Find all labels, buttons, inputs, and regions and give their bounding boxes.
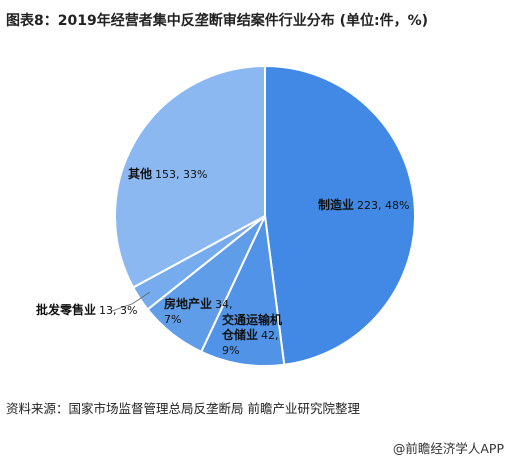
data-label: 房地产业 34, 7% bbox=[164, 297, 234, 327]
pie-slice bbox=[114, 64, 266, 289]
chart-title: 图表8：2019年经营者集中反垄断审结案件行业分布 (单位:件，%) bbox=[6, 13, 429, 29]
category-label: 其他 bbox=[128, 167, 153, 181]
value-label: 42, 9% bbox=[222, 329, 279, 357]
category-label: 制造业 bbox=[318, 198, 355, 212]
category-label: 批发零售业 bbox=[36, 303, 97, 317]
source-note: 资料来源：国家市场监督管理总局反垄断局 前瞻产业研究院整理 bbox=[6, 401, 360, 416]
leader-line bbox=[111, 291, 151, 312]
brand: @前瞻经济学人APP bbox=[392, 441, 504, 456]
value-label: 34, 7% bbox=[164, 298, 233, 326]
data-label: 批发零售业 13, 3% bbox=[36, 303, 156, 318]
pie-slice bbox=[199, 212, 286, 367]
data-label: 其他 153, 33% bbox=[128, 167, 248, 182]
value-label: 223, 48% bbox=[357, 199, 410, 212]
category-label: 房地产业 bbox=[164, 297, 213, 311]
category-label: 交通运输机仓储业 bbox=[222, 313, 283, 342]
data-label: 制造业 223, 48% bbox=[318, 198, 458, 213]
pie-slice bbox=[264, 64, 416, 366]
value-label: 153, 33% bbox=[155, 168, 208, 181]
value-label: 13, 3% bbox=[99, 304, 138, 317]
data-label: 交通运输机仓储业 42, 9% bbox=[222, 313, 282, 358]
